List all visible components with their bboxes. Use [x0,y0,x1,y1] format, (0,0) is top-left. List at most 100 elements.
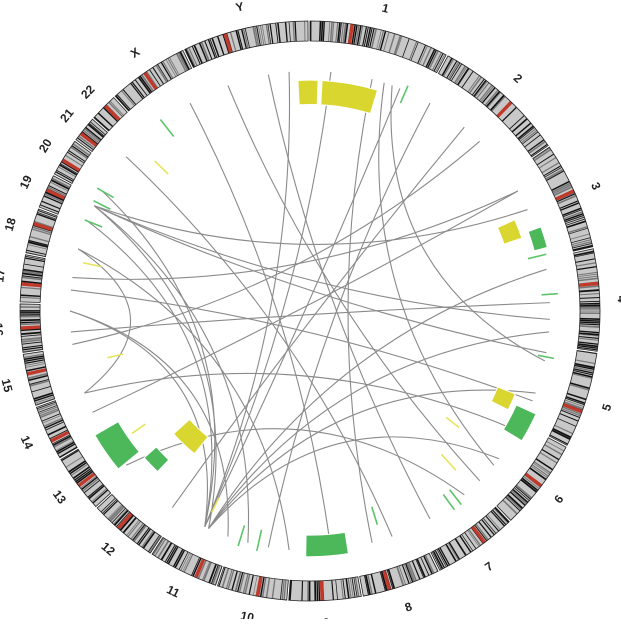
cytoband [48,185,67,195]
cytoband [39,204,59,213]
cytoband [331,580,335,601]
cytoband [578,277,599,282]
cytoband [81,476,98,491]
cytoband [52,434,71,445]
cytoband [494,507,510,523]
cytoband [489,94,505,111]
cytoband [362,26,368,47]
cytoband [22,346,43,351]
cytoband [72,143,90,156]
structural-link [208,436,500,529]
chromosome-segment-7 [430,506,510,571]
cytoband [568,226,588,234]
cytoband [31,228,52,236]
structural-link [267,74,431,520]
cytoband [109,506,125,522]
cytoband [501,106,517,122]
cytoband [578,337,599,341]
cytoband [517,125,534,140]
cytoband [467,530,480,547]
cytoband [191,557,200,576]
cytoband [261,577,267,598]
cytoband [34,396,55,404]
cytoband [340,22,345,43]
cytoband [485,90,501,108]
chromosome-segment-3 [532,146,594,252]
cytoband [107,504,122,520]
cytoband [254,26,260,47]
chromosome-label-10: 10 [239,608,255,619]
cytoband [481,87,496,104]
cytoband [461,534,474,552]
cytoband [44,419,64,429]
cytoband [172,548,184,568]
cytoband [423,555,433,575]
cytoband [338,22,342,43]
cytoband [59,446,78,458]
cytoband [481,519,495,536]
cnv-block-gain [496,219,523,245]
cytoband [365,27,372,48]
cytoband [164,544,176,563]
cytoband [301,580,304,601]
chromosome-outline [75,118,109,153]
chromosome-segment-X [114,49,193,112]
cytoband [225,569,233,589]
cytoband [559,413,579,422]
chromosome-label-15: 15 [0,377,15,394]
cytoband [568,227,589,235]
chromosome-label-Y: Y [234,0,245,15]
cytoband [70,463,88,476]
cytoband [22,275,43,279]
cytoband [184,48,195,68]
cytoband [281,579,285,600]
cytoband [155,64,168,83]
cytoband [26,366,46,372]
cytoband [577,273,598,278]
centromere [382,570,392,591]
cytoband [21,280,42,285]
cnv-tick-loss [370,506,379,525]
cytoband [22,272,43,277]
cytoband [157,64,169,82]
cytoband [455,66,468,85]
cytoband [578,341,599,345]
cytoband [21,341,42,345]
cytoband [579,317,600,320]
cytoband [441,57,453,76]
cytoband [149,69,161,87]
cytoband [210,564,219,584]
chromosome-outline [184,20,309,69]
cytoband [229,31,237,52]
cytoband [428,50,439,70]
cnv-tick-gain [445,416,460,428]
chromosome-base [217,566,289,601]
cytoband [265,577,271,598]
cytoband [87,484,104,498]
cytoband [69,461,87,475]
cytoband [102,499,117,514]
cytoband [252,26,258,47]
cnv-tick-gain [107,353,124,359]
cnv-block-loss [502,404,537,442]
cytoband [571,237,591,243]
structural-link [378,82,495,466]
cytoband [174,549,186,569]
cytoband [136,527,150,545]
cytoband [234,571,242,592]
cytoband [178,551,189,570]
cytoband [116,94,131,110]
cytoband [52,435,72,447]
cytoband [198,42,208,62]
chromosome-segment-18 [25,208,58,258]
cytoband [557,194,577,205]
cytoband [487,92,501,108]
cytoband [556,193,576,203]
chromosome-segment-22 [93,96,128,132]
cnv-tick-gain [82,261,102,268]
cytoband [201,561,211,581]
cytoband [122,89,137,105]
chromosome-segment-12 [96,493,162,554]
cytoband [109,100,125,116]
